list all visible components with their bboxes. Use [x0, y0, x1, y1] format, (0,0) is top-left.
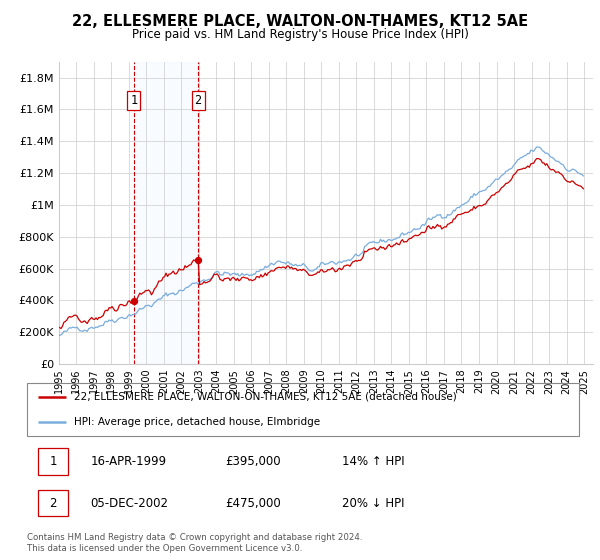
Bar — [134, 62, 198, 364]
Text: 22, ELLESMERE PLACE, WALTON-ON-THAMES, KT12 5AE (detached house): 22, ELLESMERE PLACE, WALTON-ON-THAMES, K… — [74, 392, 457, 402]
Text: 05-DEC-2002: 05-DEC-2002 — [91, 497, 169, 510]
Text: 2: 2 — [49, 497, 57, 510]
Text: 1: 1 — [49, 455, 57, 468]
Text: 20% ↓ HPI: 20% ↓ HPI — [341, 497, 404, 510]
Text: 14% ↑ HPI: 14% ↑ HPI — [341, 455, 404, 468]
Text: HPI: Average price, detached house, Elmbridge: HPI: Average price, detached house, Elmb… — [74, 417, 320, 427]
FancyBboxPatch shape — [38, 490, 68, 516]
Text: 22, ELLESMERE PLACE, WALTON-ON-THAMES, KT12 5AE: 22, ELLESMERE PLACE, WALTON-ON-THAMES, K… — [72, 14, 528, 29]
FancyBboxPatch shape — [38, 449, 68, 474]
Point — [129, 297, 139, 306]
Text: 16-APR-1999: 16-APR-1999 — [91, 455, 167, 468]
Text: Contains HM Land Registry data © Crown copyright and database right 2024.
This d: Contains HM Land Registry data © Crown c… — [27, 533, 362, 553]
Point — [193, 256, 203, 265]
Text: 1: 1 — [130, 95, 137, 108]
Text: £395,000: £395,000 — [226, 455, 281, 468]
Text: Price paid vs. HM Land Registry's House Price Index (HPI): Price paid vs. HM Land Registry's House … — [131, 28, 469, 41]
Text: £475,000: £475,000 — [226, 497, 281, 510]
Text: 2: 2 — [194, 95, 202, 108]
